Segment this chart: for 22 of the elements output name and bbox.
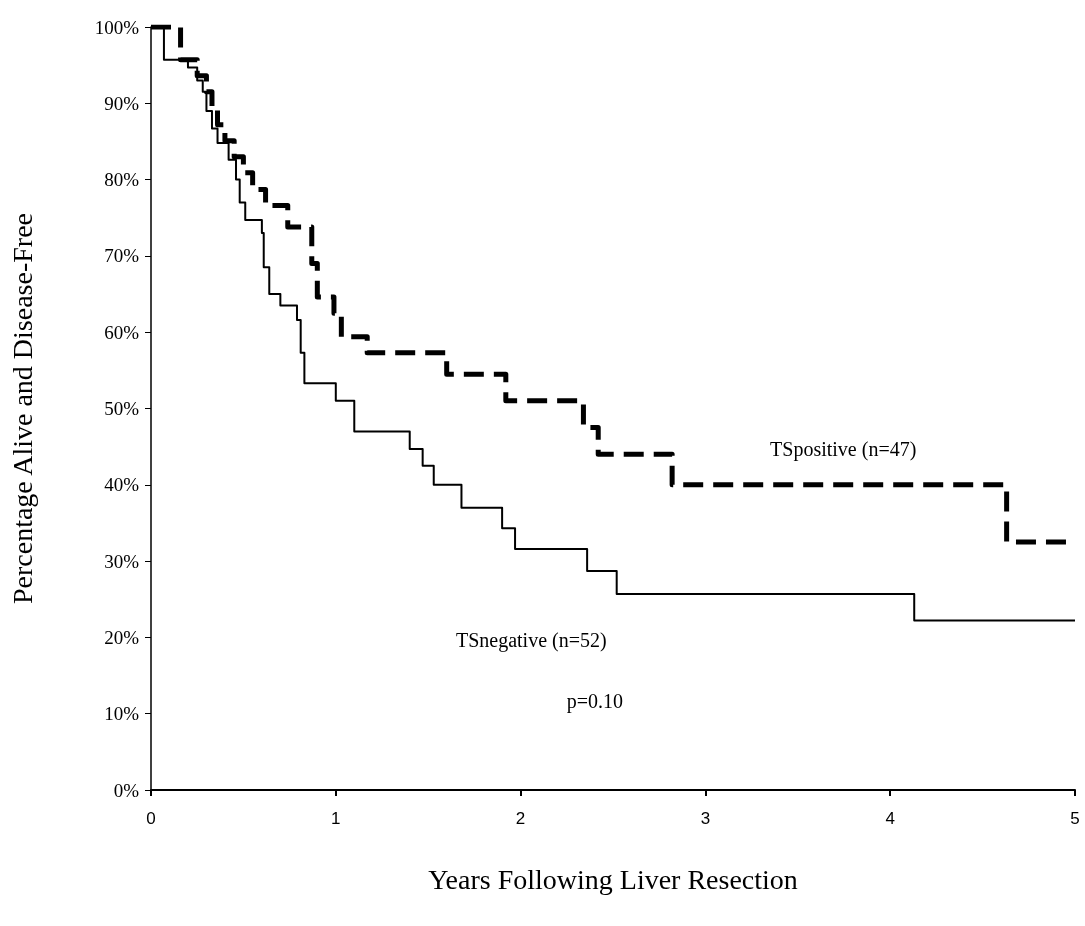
- series-label: TSpositive (n=47): [770, 438, 917, 462]
- y-tick-label: 80%: [104, 169, 140, 191]
- y-tick-label: 90%: [104, 92, 140, 114]
- y-tick-label: 50%: [104, 398, 140, 419]
- y-tick-label: 30%: [104, 550, 140, 572]
- y-tick-label: 100%: [94, 16, 140, 38]
- x-tick-label: 2: [515, 809, 526, 828]
- x-tick-label: 4: [885, 809, 895, 828]
- y-axis-title: Percentage Alive and Disease-Free: [6, 212, 38, 605]
- y-tick-label: 10%: [104, 703, 140, 725]
- y-tick-label: 0%: [113, 779, 140, 801]
- x-tick-label: 3: [700, 809, 711, 828]
- x-axis-title: Years Following Liver Resection: [428, 863, 798, 895]
- x-tick-label: 1: [331, 809, 341, 828]
- x-tick-label: 5: [1070, 809, 1080, 828]
- y-tick-label: 20%: [104, 626, 140, 648]
- y-tick-label: 70%: [104, 245, 140, 267]
- series-label: TSnegative (n=52): [455, 628, 607, 652]
- y-tick-label: 40%: [104, 474, 140, 496]
- y-tick-label: 60%: [104, 321, 140, 343]
- annotation: p=0.10: [566, 689, 624, 713]
- x-tick-label: 0: [146, 809, 156, 828]
